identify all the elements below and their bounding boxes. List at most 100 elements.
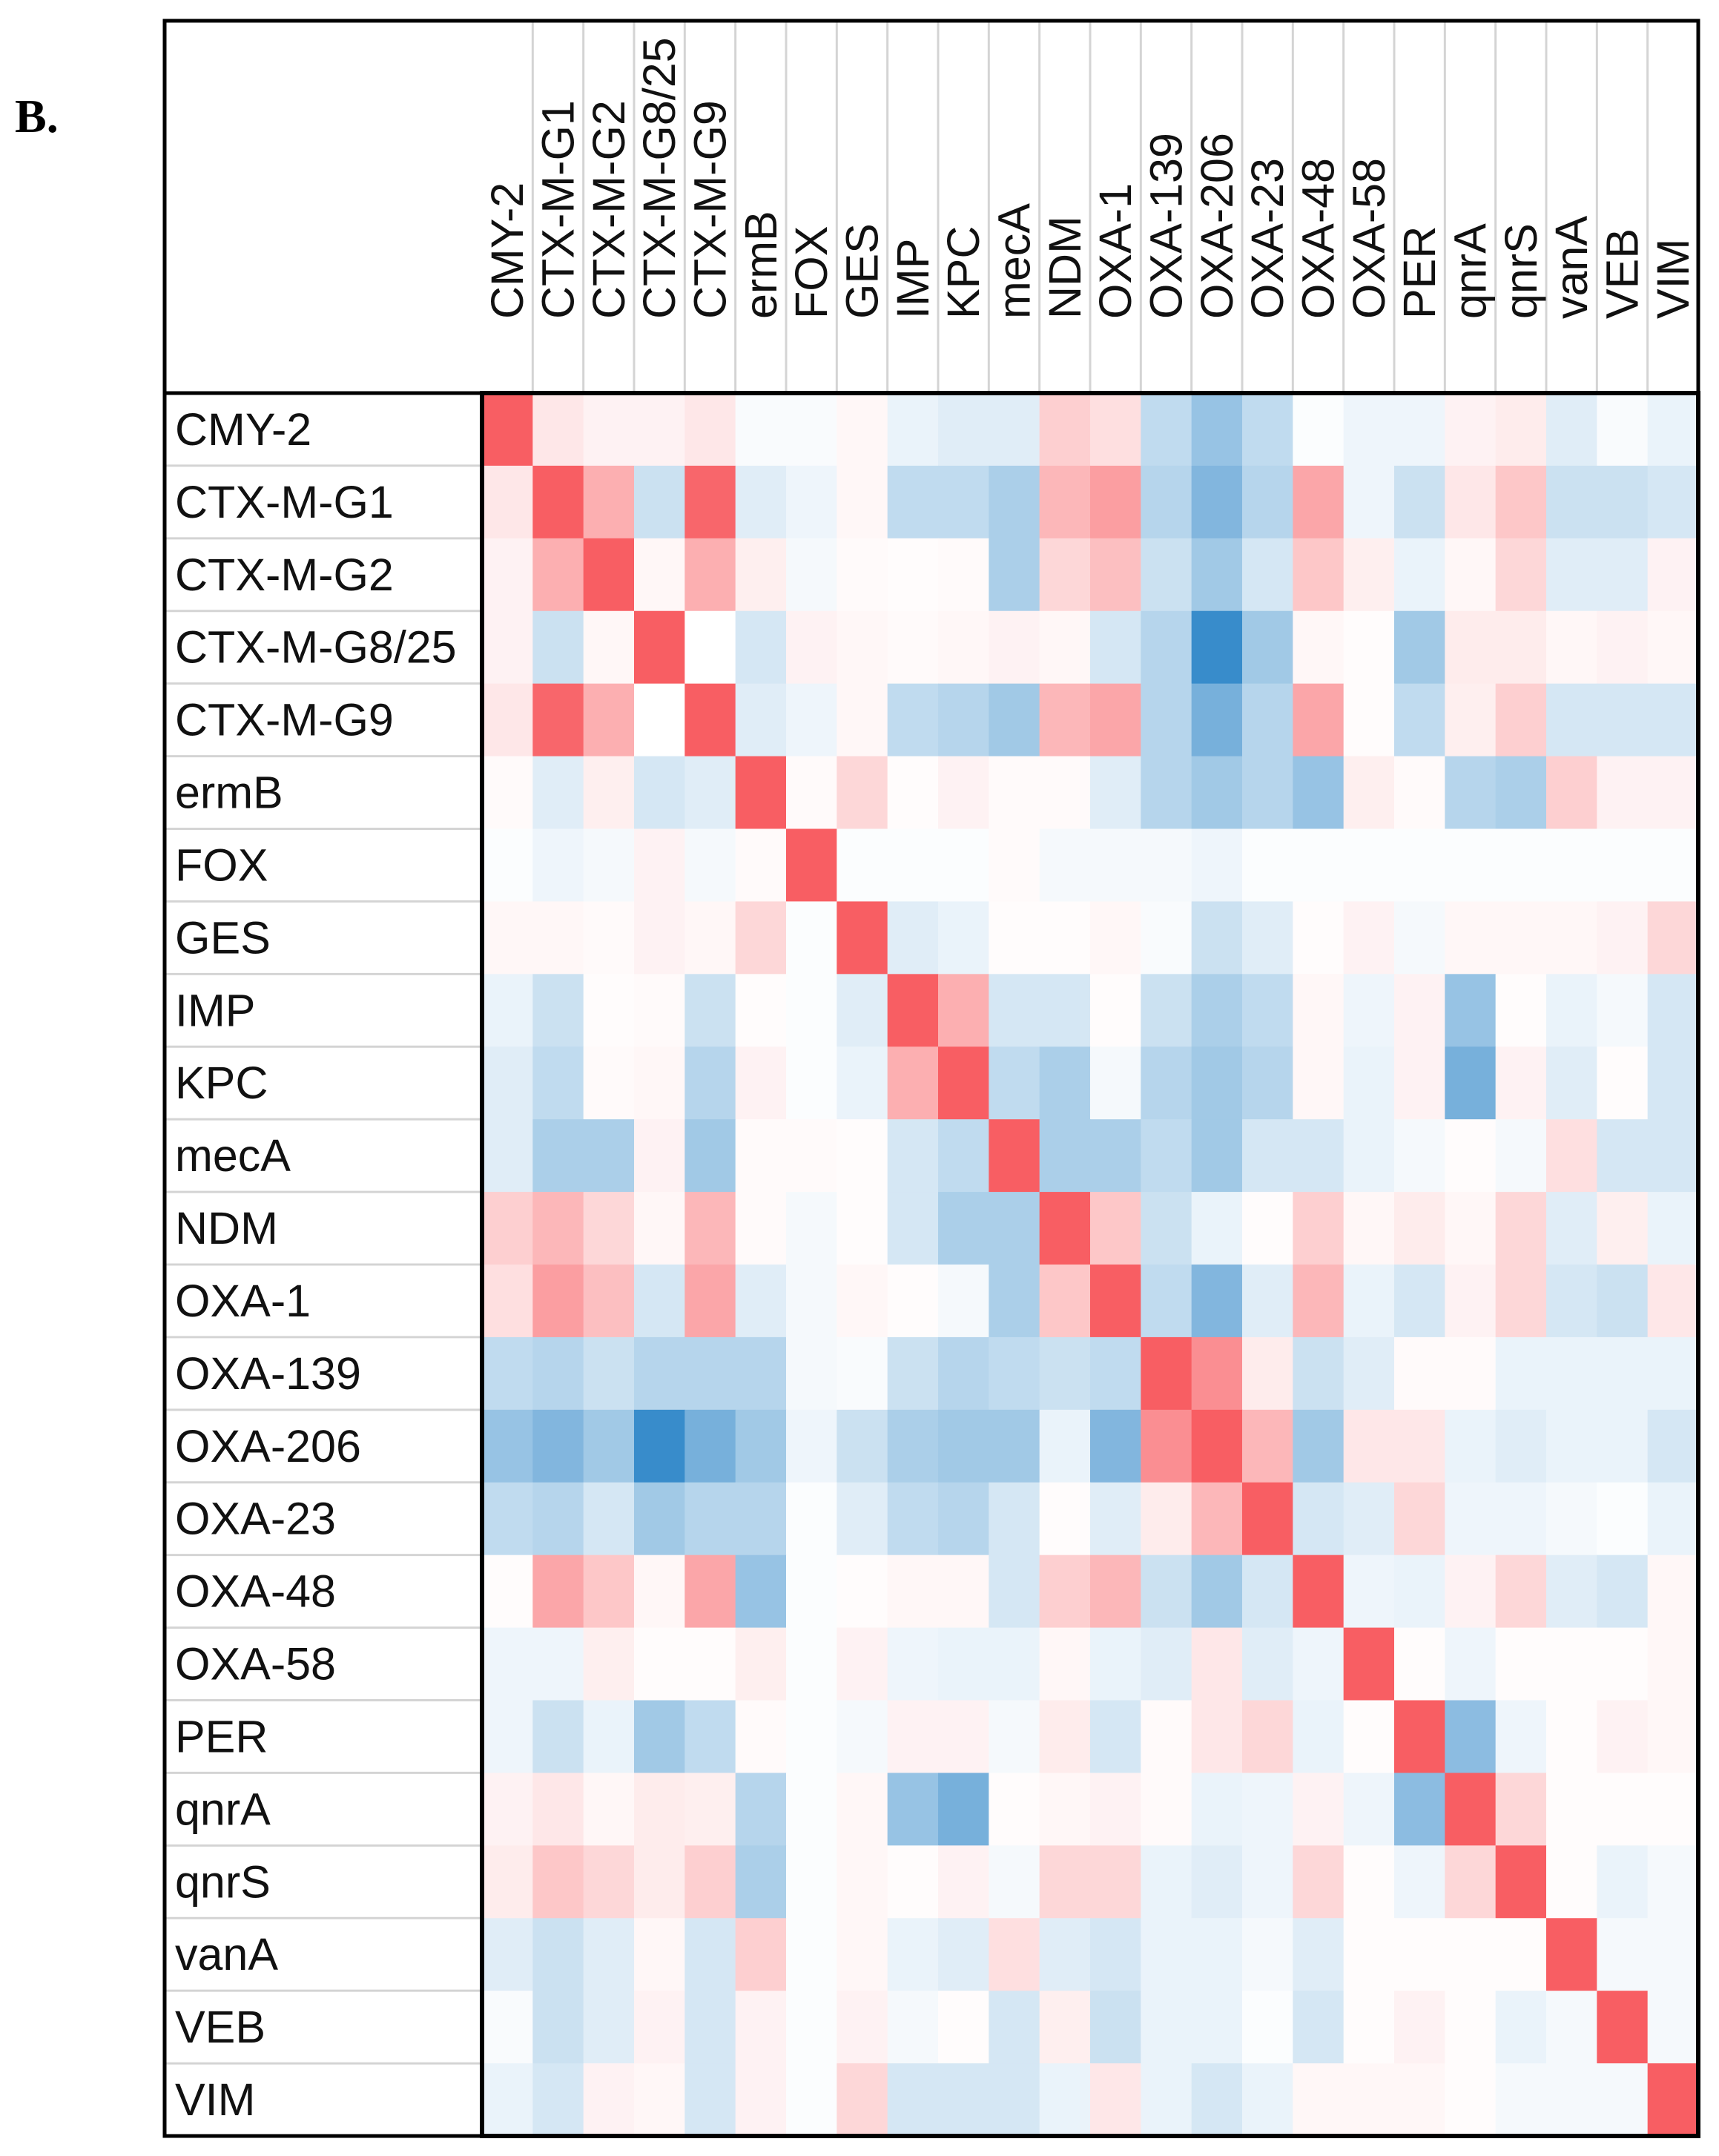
heatmap-cell-OXA-23-OXA-58	[1343, 1482, 1395, 1556]
heatmap-cell-IMP-CTX-M-G9	[684, 974, 736, 1047]
heatmap-cell-GES-VEB	[1597, 901, 1649, 975]
heatmap-cell-mecA-VIM	[1647, 1119, 1699, 1193]
heatmap-cell-OXA-48-VEB	[1597, 1555, 1649, 1629]
heatmap-cell-VEB-CTX-M-G9	[684, 1991, 736, 2064]
heatmap-cell-ermB-OXA-139	[1141, 756, 1192, 830]
heatmap-cell-CTX-M-G9-ermB	[735, 683, 787, 757]
heatmap-cell-OXA-23-ermB	[735, 1482, 787, 1556]
heatmap-cell-OXA-23-qnrS	[1495, 1482, 1547, 1556]
heatmap-cell-CMY-2-CTX-M-G8/25	[634, 393, 685, 467]
heatmap-cell-PER-VEB	[1597, 1700, 1649, 1774]
heatmap-cell-CTX-M-G9-KPC	[938, 683, 989, 757]
heatmap-cell-OXA-1-PER	[1394, 1265, 1445, 1338]
column-label: CTX-M-G9	[685, 100, 736, 319]
heatmap-cell-CTX-M-G1-qnrA	[1445, 465, 1497, 539]
heatmap-cell-NDM-OXA-139	[1141, 1192, 1192, 1265]
heatmap-cell-FOX-ermB	[735, 828, 787, 903]
heatmap-cell-OXA-48-qnrS	[1495, 1555, 1547, 1629]
heatmap-cell-OXA-206-CTX-M-G1	[532, 1409, 584, 1483]
heatmap-cell-GES-OXA-1	[1090, 901, 1141, 975]
heatmap-cell-ermB-IMP	[887, 756, 939, 830]
heatmap-cell-VEB-FOX	[786, 1991, 837, 2064]
heatmap-cell-OXA-58-CTX-M-G8/25	[634, 1627, 685, 1701]
heatmap-cell-OXA-48-CTX-M-G2	[583, 1555, 635, 1629]
heatmap-cell-mecA-PER	[1394, 1119, 1445, 1193]
heatmap-cell-VIM-PER	[1394, 2063, 1445, 2137]
heatmap-cell-PER-mecA	[989, 1700, 1040, 1774]
heatmap-cell-PER-CTX-M-G8/25	[634, 1700, 685, 1774]
heatmap-cell-VIM-VEB	[1597, 2063, 1649, 2137]
heatmap-cell-qnrA-vanA	[1546, 1773, 1597, 1846]
heatmap-cell-CTX-M-G1-vanA	[1546, 465, 1597, 539]
heatmap-cell-CTX-M-G2-CTX-M-G8/25	[634, 538, 685, 612]
heatmap-cell-VIM-qnrA	[1445, 2063, 1497, 2137]
heatmap-cell-OXA-1-OXA-58	[1343, 1265, 1395, 1338]
heatmap-cell-mecA-GES	[837, 1119, 888, 1193]
heatmap-cell-OXA-23-CTX-M-G1	[532, 1482, 584, 1556]
heatmap-cell-FOX-VEB	[1597, 828, 1649, 903]
heatmap-cell-OXA-1-OXA-23	[1242, 1265, 1293, 1338]
heatmap-cell-GES-CTX-M-G2	[583, 901, 635, 975]
heatmap-cell-vanA-PER	[1394, 1918, 1445, 1991]
row-label: FOX	[175, 840, 268, 890]
heatmap-cell-VIM-CTX-M-G1	[532, 2063, 584, 2137]
heatmap-cell-GES-CTX-M-G1	[532, 901, 584, 975]
heatmap-cell-vanA-CTX-M-G8/25	[634, 1918, 685, 1991]
heatmap-cell-OXA-206-CMY-2	[482, 1409, 533, 1483]
heatmap-cell-NDM-KPC	[938, 1192, 989, 1265]
heatmap-cell-CTX-M-G1-ermB	[735, 465, 787, 539]
heatmap-cell-CTX-M-G2-PER	[1394, 538, 1445, 612]
heatmap-cell-qnrA-FOX	[786, 1773, 837, 1846]
heatmap-cell-CTX-M-G1-IMP	[887, 465, 939, 539]
heatmap-cell-CTX-M-G2-OXA-139	[1141, 538, 1192, 612]
heatmap-cell-mecA-mecA	[989, 1119, 1040, 1193]
heatmap-cell-qnrA-OXA-206	[1191, 1773, 1243, 1846]
heatmap-cell-VIM-KPC	[938, 2063, 989, 2137]
heatmap-cell-VEB-OXA-23	[1242, 1991, 1293, 2064]
heatmap-cell-GES-GES	[837, 901, 888, 975]
heatmap-cell-OXA-23-mecA	[989, 1482, 1040, 1556]
heatmap-cell-CTX-M-G8/25-OXA-206	[1191, 610, 1243, 685]
heatmap-cell-vanA-CMY-2	[482, 1918, 533, 1991]
heatmap-cell-OXA-139-VIM	[1647, 1336, 1699, 1411]
heatmap-cell-OXA-206-OXA-23	[1242, 1409, 1293, 1483]
heatmap-cell-OXA-23-IMP	[887, 1482, 939, 1556]
heatmap-cell-IMP-OXA-58	[1343, 974, 1395, 1047]
heatmap-cell-OXA-48-ermB	[735, 1555, 787, 1629]
heatmap-cell-qnrA-PER	[1394, 1773, 1445, 1846]
heatmap-cell-ermB-NDM	[1039, 756, 1091, 830]
heatmap-cell-OXA-206-OXA-206	[1191, 1409, 1243, 1483]
column-label: VIM	[1648, 239, 1698, 319]
heatmap-cell-CTX-M-G2-GES	[837, 538, 888, 612]
heatmap-cell-VEB-mecA	[989, 1991, 1040, 2064]
heatmap-cell-NDM-CTX-M-G9	[684, 1192, 736, 1265]
heatmap-cell-OXA-1-OXA-1	[1090, 1265, 1141, 1338]
heatmap-cell-VIM-CTX-M-G9	[684, 2063, 736, 2137]
heatmap-cell-CMY-2-KPC	[938, 393, 989, 467]
heatmap-cell-KPC-VIM	[1647, 1046, 1699, 1120]
heatmap-cell-CTX-M-G2-OXA-48	[1293, 538, 1344, 612]
heatmap-cell-mecA-CTX-M-G9	[684, 1119, 736, 1193]
heatmap-cell-CMY-2-CTX-M-G9	[684, 393, 736, 467]
heatmap-cell-CMY-2-CTX-M-G2	[583, 393, 635, 467]
heatmap-cell-PER-ermB	[735, 1700, 787, 1774]
heatmap-cell-KPC-qnrS	[1495, 1046, 1547, 1120]
heatmap-cell-mecA-NDM	[1039, 1119, 1091, 1193]
heatmap-cell-OXA-23-FOX	[786, 1482, 837, 1556]
heatmap-cell-FOX-CMY-2	[482, 828, 533, 903]
heatmap-cell-CTX-M-G8/25-PER	[1394, 610, 1445, 685]
heatmap-cell-NDM-vanA	[1546, 1192, 1597, 1265]
heatmap-cell-qnrA-VEB	[1597, 1773, 1649, 1846]
heatmap-cell-qnrS-OXA-139	[1141, 1845, 1192, 1919]
heatmap-cell-OXA-206-OXA-139	[1141, 1409, 1192, 1483]
heatmap-cell-CTX-M-G8/25-CMY-2	[482, 610, 533, 685]
heatmap-cell-CTX-M-G9-NDM	[1039, 683, 1091, 757]
heatmap-cell-OXA-23-OXA-139	[1141, 1482, 1192, 1556]
heatmap-cell-FOX-CTX-M-G8/25	[634, 828, 685, 903]
heatmap-cell-OXA-139-ermB	[735, 1336, 787, 1411]
heatmap-cell-vanA-vanA	[1546, 1918, 1597, 1991]
heatmap-cell-IMP-CMY-2	[482, 974, 533, 1047]
heatmap-cell-CTX-M-G8/25-CTX-M-G2	[583, 610, 635, 685]
heatmap-cell-VEB-OXA-139	[1141, 1991, 1192, 2064]
heatmap-cell-PER-OXA-48	[1293, 1700, 1344, 1774]
